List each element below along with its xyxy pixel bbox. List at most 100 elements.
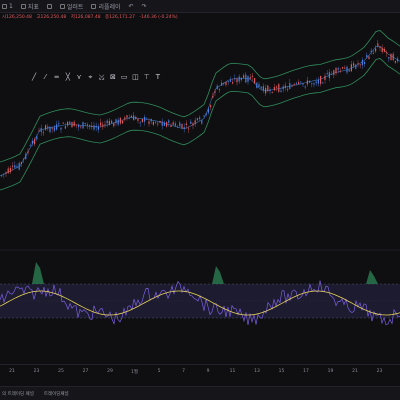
time-tick: 15	[278, 369, 285, 374]
candle	[67, 121, 69, 126]
pitchfork-icon[interactable]: ╳	[65, 73, 70, 81]
candle	[392, 53, 394, 61]
replay-button[interactable]: 리플레이	[91, 2, 121, 11]
candle	[322, 82, 324, 84]
candle	[386, 52, 388, 54]
candle	[179, 122, 181, 127]
candle	[269, 89, 271, 92]
candle	[106, 120, 108, 124]
parallel-channel-icon[interactable]: ═	[54, 73, 59, 81]
candle	[86, 124, 88, 126]
frame-icon[interactable]: ▭	[120, 73, 128, 81]
candle	[82, 122, 84, 129]
rsi-overbought-fill	[212, 266, 224, 284]
candle	[331, 73, 333, 75]
candle	[183, 127, 185, 130]
candle	[3, 173, 5, 175]
candle	[128, 118, 130, 119]
undo-button[interactable]: ↶	[129, 3, 134, 10]
trading-panel-tab-2[interactable]: 트레이딩패널	[43, 391, 69, 397]
candle	[353, 63, 355, 66]
candle	[337, 68, 339, 70]
candle	[194, 120, 196, 124]
time-tick: 23	[33, 369, 40, 374]
alert-button[interactable]: 얼러트	[59, 2, 83, 11]
candle	[258, 84, 260, 87]
candle	[260, 86, 262, 89]
candle	[346, 66, 348, 73]
candle	[287, 88, 289, 90]
candle	[29, 145, 31, 147]
top-toolbar: 1 지표 얼러트 리플레이 ↶ ↷	[0, 0, 400, 13]
ohlc-low: 저126,087.48	[70, 15, 101, 20]
candle	[370, 50, 372, 52]
candle	[14, 165, 16, 168]
candle	[350, 64, 352, 72]
candle	[111, 120, 113, 124]
candle	[254, 78, 256, 84]
candle	[276, 86, 278, 88]
candle	[155, 121, 157, 123]
candle	[227, 81, 229, 82]
candle	[168, 120, 170, 123]
candle	[249, 77, 251, 80]
candle	[214, 91, 216, 93]
ohlc-readout: 시126,250.48 고126,250.48 저126,087.48 종126…	[0, 14, 181, 20]
candle	[284, 85, 286, 88]
candle	[265, 88, 267, 94]
candle	[62, 122, 64, 124]
candle	[60, 127, 62, 130]
candle	[196, 118, 198, 121]
candle	[311, 83, 313, 85]
candle	[236, 78, 238, 83]
candle	[166, 122, 168, 127]
candle	[12, 165, 14, 167]
candle	[361, 59, 363, 66]
candle	[192, 123, 194, 126]
candle	[317, 79, 319, 84]
candle	[18, 163, 20, 170]
interval-button[interactable]: 1	[2, 3, 13, 10]
candle	[7, 168, 9, 174]
candle	[320, 76, 322, 84]
rsi-ma-line	[0, 290, 400, 316]
candle	[273, 87, 275, 91]
candle	[133, 115, 135, 121]
box-icon[interactable]: ◫	[132, 73, 139, 81]
pattern-icon[interactable]: ⋎	[76, 73, 82, 81]
rectangle-icon[interactable]: ⊠	[109, 73, 116, 81]
indicators-button[interactable]: 지표	[20, 2, 39, 11]
time-axis[interactable]: 21 23 25 27 29 1월 5 7 9 11 13 15 17 19 21 23	[0, 364, 400, 377]
time-tick: 23	[376, 369, 383, 374]
candle	[355, 64, 357, 69]
redo-button[interactable]: ↷	[142, 3, 147, 10]
text-icon[interactable]: ⊤	[143, 73, 150, 81]
candle	[256, 82, 258, 89]
candle	[144, 116, 146, 122]
candle	[339, 70, 341, 72]
candle	[218, 89, 220, 90]
candle	[170, 125, 172, 128]
candle	[394, 61, 396, 63]
candle	[141, 118, 143, 122]
brush-icon[interactable]: ⌖	[88, 73, 93, 81]
candle	[139, 122, 141, 124]
bottom-panel-bar: 의 트레이딩 패널 트레이딩패널	[0, 386, 400, 400]
arrow-icon[interactable]: ⤩	[98, 73, 105, 81]
candle	[280, 90, 282, 92]
candle	[36, 136, 38, 140]
candle	[185, 123, 187, 125]
trend-line-icon[interactable]: ╱	[32, 73, 37, 81]
candle	[234, 77, 236, 79]
drawing-toolbar: ╱ ⁄ ═ ╳ ⋎ ⌖ ⤩ ⊠ ▭ ◫ ⊤ T	[30, 72, 162, 82]
bollinger-upper	[0, 30, 400, 163]
label-icon[interactable]: T	[155, 73, 161, 81]
ray-icon[interactable]: ⁄	[44, 73, 46, 81]
time-tick: 29	[107, 369, 113, 374]
layout-button[interactable]	[46, 3, 52, 9]
candle	[344, 67, 346, 69]
trading-panel-tab[interactable]: 의 트레이딩 패널	[2, 391, 34, 397]
candle	[381, 47, 383, 52]
candle	[38, 130, 40, 132]
